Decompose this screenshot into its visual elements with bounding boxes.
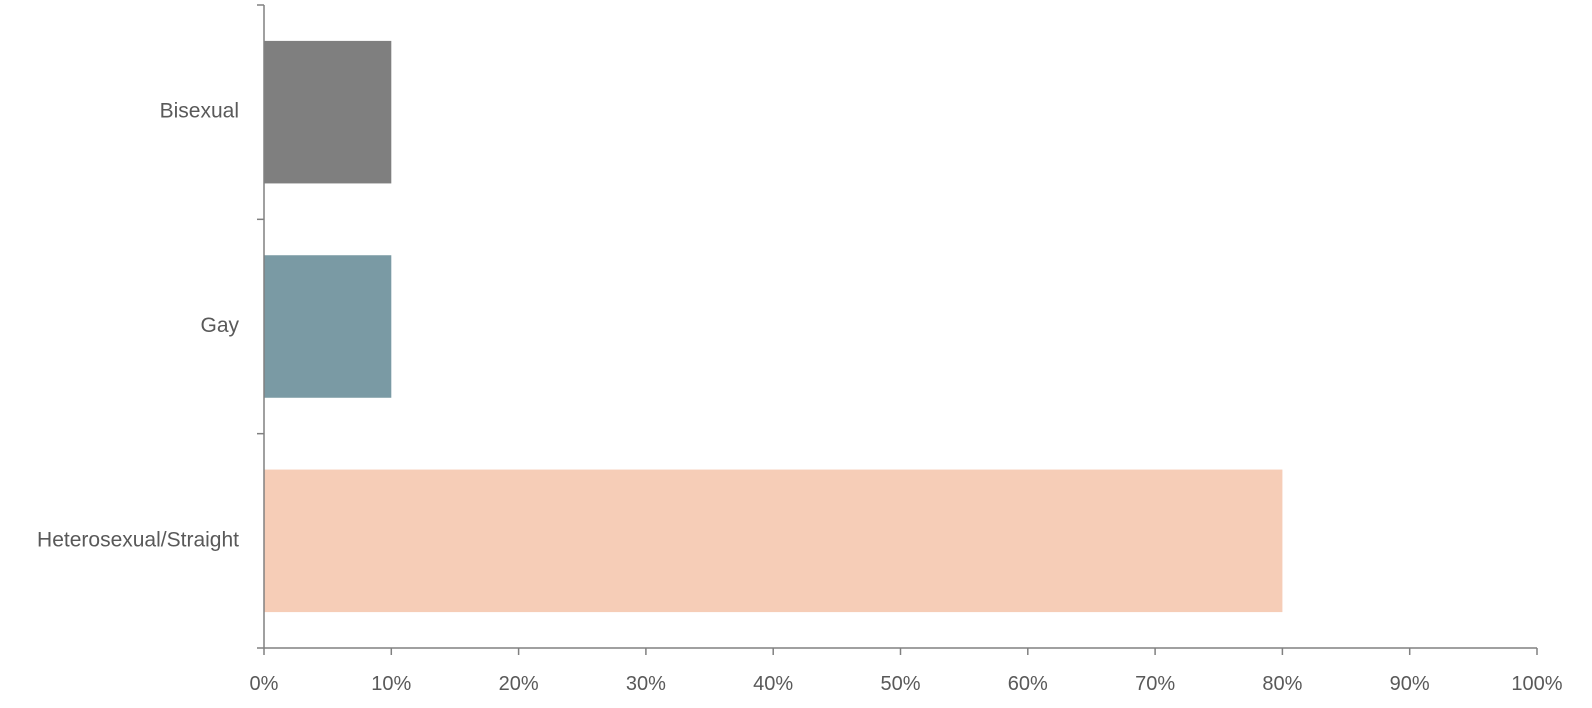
category-label: Bisexual [160,100,239,123]
x-tick-label: 20% [499,673,539,695]
x-tick-label: 10% [371,673,411,695]
x-tick-label: 50% [880,673,920,695]
x-tick-label: 60% [1008,673,1048,695]
bar-gay [264,255,392,398]
category-label: Heterosexual/Straight [37,528,239,551]
x-tick-label: 70% [1135,673,1175,695]
bars-layer [264,40,1283,613]
x-tick-label: 80% [1262,673,1302,695]
x-tick-label: 40% [753,673,793,695]
category-label: Gay [200,314,239,337]
bar-heterosexual-straight [264,469,1283,613]
x-tick-label: 0% [250,673,279,695]
axes [257,4,1538,655]
x-tick-label: 90% [1390,673,1430,695]
x-tick-label: 30% [626,673,666,695]
x-tick-label: 100% [1511,673,1562,695]
labels: Bisexual Gay Heterosexual/Straight 0% 10% 20%… [37,100,1563,695]
bar-bisexual [264,40,392,184]
